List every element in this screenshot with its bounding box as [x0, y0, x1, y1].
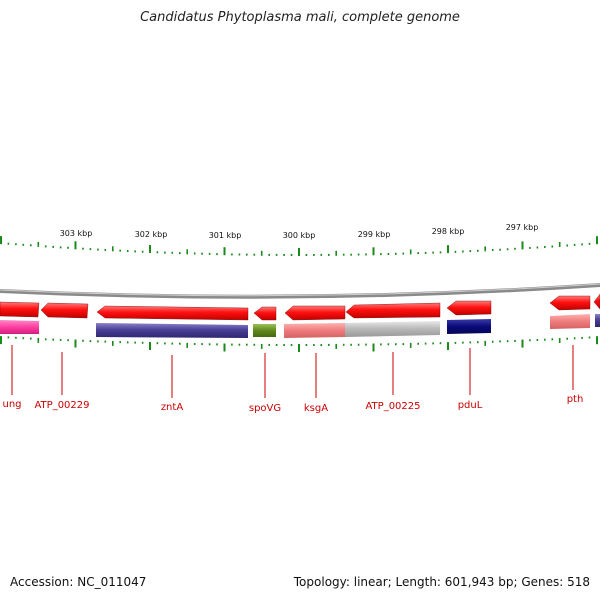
gene-label-ung[interactable]: ung	[2, 399, 21, 410]
gene-arrow[interactable]	[446, 300, 492, 316]
ruler-label: 300 kbp	[283, 231, 316, 240]
lower-cog-track	[0, 314, 600, 338]
gene-label-atp-00225[interactable]: ATP_00225	[365, 401, 420, 412]
gene-arrow[interactable]	[253, 306, 277, 321]
gene-labels: ung ATP_00229 zntA spoVG ksgA ATP_00225 …	[2, 394, 583, 414]
cog-block[interactable]	[253, 324, 276, 337]
ruler-label: 303 kbp	[60, 229, 93, 238]
outer-tick-ring	[0, 236, 598, 256]
gene-arrow[interactable]	[0, 301, 40, 318]
gene-arrow[interactable]	[96, 305, 249, 321]
ruler-label: 297 kbp	[506, 223, 539, 232]
gene-arrow[interactable]	[593, 293, 600, 310]
gene-label-ksga[interactable]: ksgA	[304, 403, 328, 414]
ruler-label: 299 kbp	[358, 230, 391, 239]
ruler-label: 302 kbp	[135, 230, 168, 239]
gene-label-pdul[interactable]: pduL	[458, 400, 483, 411]
gene-label-atp-00229[interactable]: ATP_00229	[34, 400, 89, 411]
cog-block[interactable]	[345, 321, 440, 337]
ruler-label: 298 kbp	[432, 227, 465, 236]
cog-block[interactable]	[550, 314, 590, 329]
genome-backbone-highlight	[0, 283, 600, 297]
gene-label-lines	[11, 345, 574, 398]
gene-arrow[interactable]	[40, 302, 89, 319]
gene-label-spovg[interactable]: spoVG	[249, 403, 281, 414]
cog-block[interactable]	[0, 320, 39, 334]
gene-arrow[interactable]	[284, 305, 346, 321]
gene-label-pth[interactable]: pth	[567, 394, 584, 405]
cog-block[interactable]	[447, 319, 491, 334]
ruler-label: 301 kbp	[209, 231, 242, 240]
map-title: Candidatus Phytoplasma mali, complete ge…	[140, 10, 460, 25]
cog-block[interactable]	[284, 323, 345, 338]
inner-tick-ring	[0, 336, 598, 352]
gene-arrow[interactable]	[549, 295, 591, 311]
accession-text: Accession: NC_011047	[10, 575, 147, 589]
genome-backbone	[0, 283, 600, 299]
cog-block[interactable]	[96, 323, 248, 338]
upper-gene-track	[0, 293, 600, 321]
topology-text: Topology: linear; Length: 601,943 bp; Ge…	[293, 575, 590, 589]
gene-label-znta[interactable]: zntA	[161, 402, 184, 413]
ruler-labels: 303 kbp 302 kbp 301 kbp 300 kbp 299 kbp …	[60, 223, 539, 240]
gene-arrow[interactable]	[345, 302, 441, 319]
cog-block[interactable]	[595, 314, 600, 327]
